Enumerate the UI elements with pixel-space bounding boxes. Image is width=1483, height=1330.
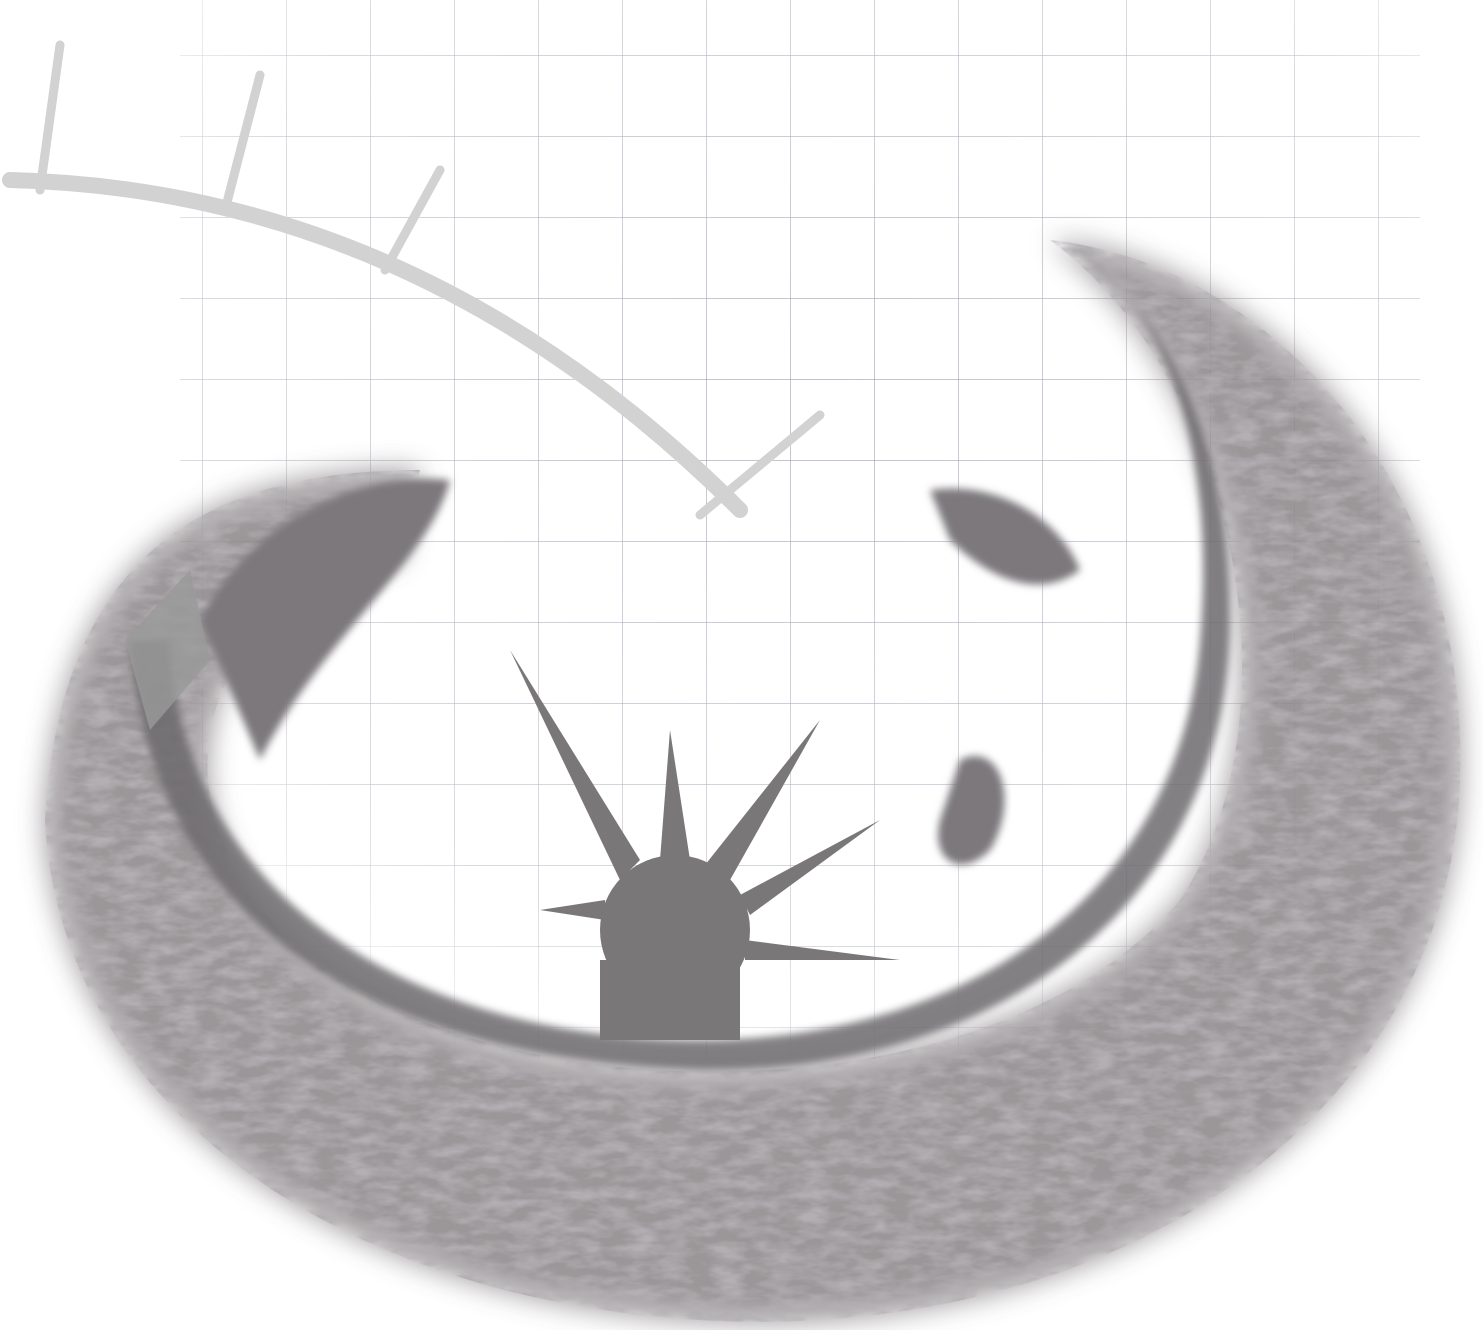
sun	[510, 650, 900, 1040]
arc	[2, 40, 825, 520]
bowl	[45, 240, 1461, 1322]
